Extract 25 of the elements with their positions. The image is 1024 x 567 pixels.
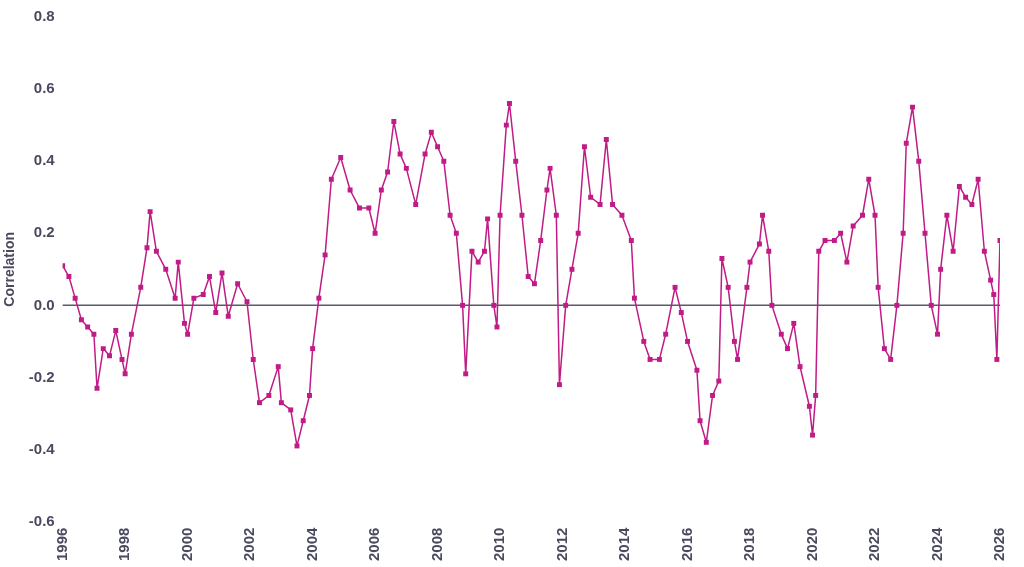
y-tick-label: -0.4 [28, 439, 56, 457]
x-tick-label: 2010 [490, 527, 508, 562]
x-tick-label: 2016 [677, 527, 695, 562]
y-axis-title: Correlation [1, 231, 18, 307]
x-tick-label: 2004 [302, 526, 320, 562]
y-tick-label: 0.0 [33, 295, 55, 313]
x-tick-label: 2014 [615, 526, 633, 562]
x-tick-label: 2012 [552, 527, 570, 562]
x-tick-label: 2022 [865, 527, 883, 562]
x-tick-label: 2008 [427, 527, 445, 562]
x-tick-label: 1998 [115, 527, 133, 562]
y-tick-label: -0.6 [28, 511, 55, 529]
x-tick-label: 1996 [52, 527, 70, 562]
y-tick-label: 0.6 [33, 79, 55, 97]
y-tick-label: 0.2 [33, 223, 55, 241]
y-tick-label: 0.8 [33, 7, 55, 25]
x-tick-label: 2018 [740, 527, 758, 562]
x-tick-label: 2006 [365, 527, 383, 562]
y-tick-label: 0.4 [33, 151, 56, 169]
x-tick-label: 2002 [240, 527, 258, 562]
x-tick-label: 2024 [927, 526, 945, 562]
x-tick-label: 2020 [802, 527, 820, 562]
y-tick-label: -0.2 [28, 367, 55, 385]
x-tick-label: 2026 [990, 527, 1008, 562]
x-tick-label: 2000 [177, 527, 195, 562]
